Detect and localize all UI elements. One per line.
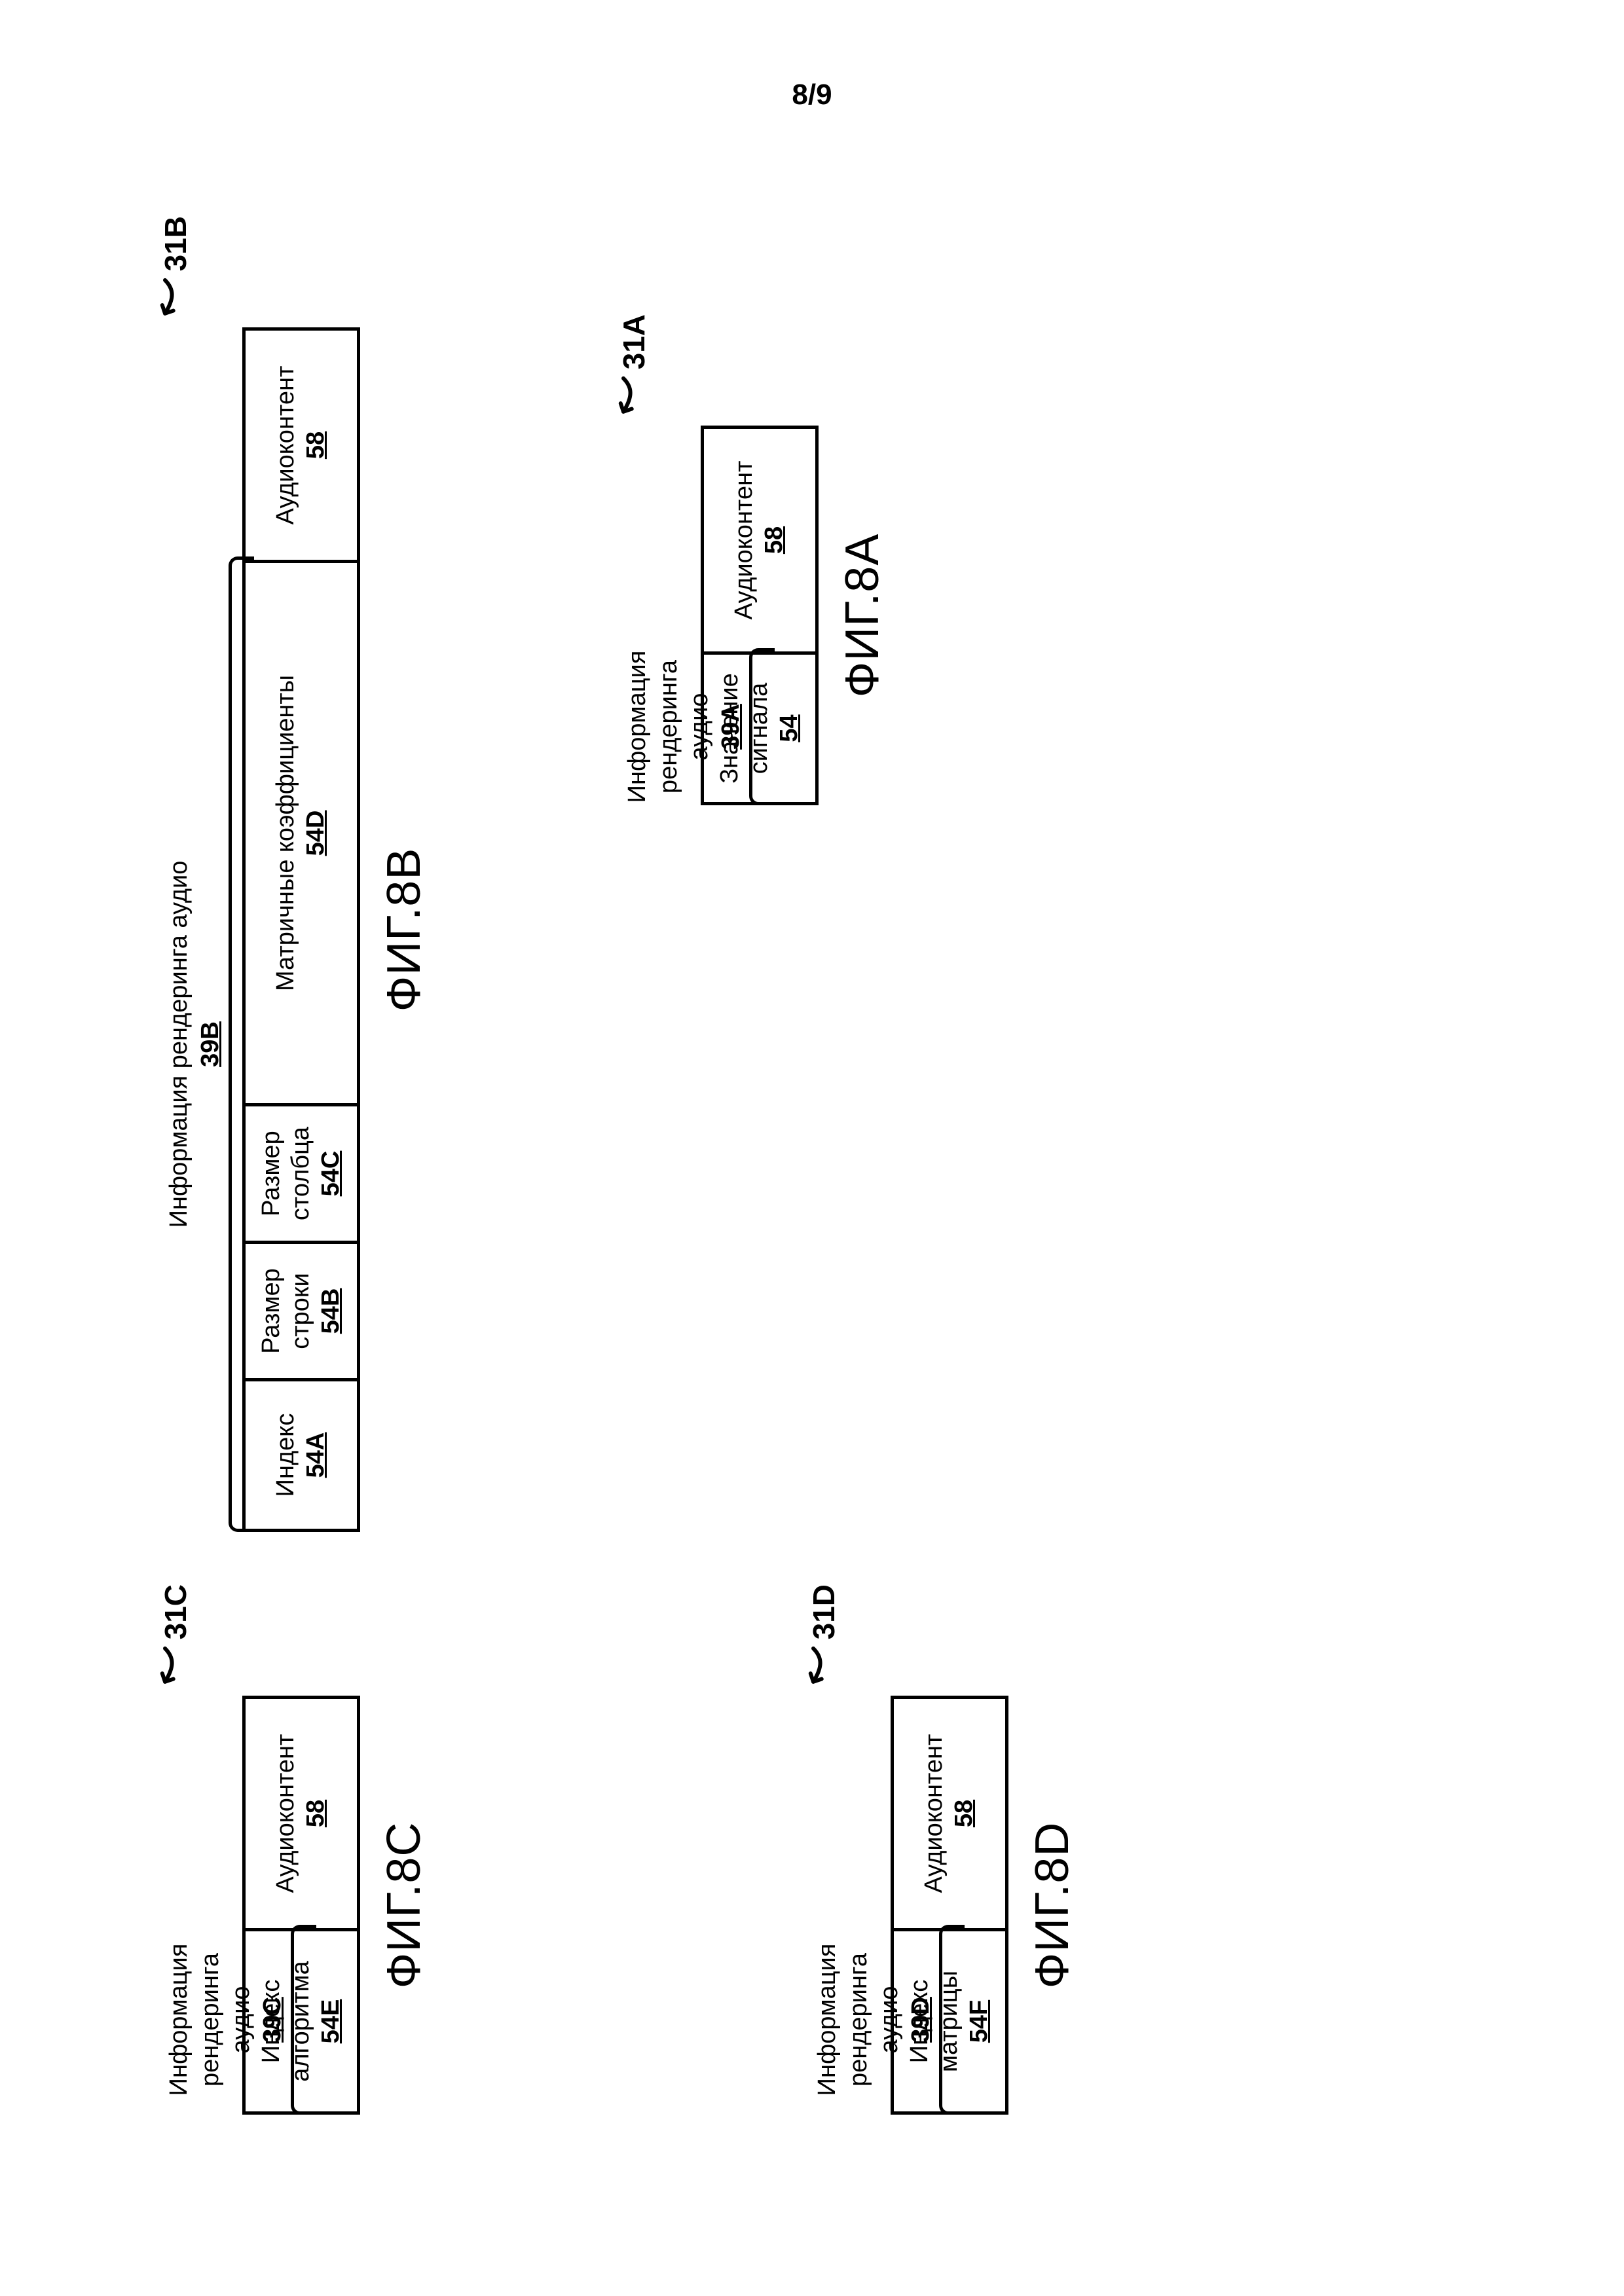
fig-8b-pointer: 31B xyxy=(144,216,193,321)
cell-ref: 58 xyxy=(301,431,331,459)
fig-8b-row: Индекс54AРазмер строки54BРазмер столбца5… xyxy=(242,327,360,1532)
cell: Аудиоконтент58 xyxy=(246,331,357,560)
fig-8a-ref: 31A xyxy=(617,314,651,369)
fig-8c-ref: 31C xyxy=(158,1584,193,1639)
cell-ref: 58 xyxy=(950,1800,980,1827)
fig-8d-bracket-group: Информация рендеринга аудио 39D xyxy=(812,1925,961,2115)
fig-8a-title: ФИГ.8A xyxy=(836,426,889,805)
cell-ref: 58 xyxy=(760,526,790,554)
cell: Размер столбца54C xyxy=(246,1103,357,1241)
cell-ref: 54E xyxy=(316,1999,346,2044)
figure-8c: 31C Информация рендеринга аудио 39C Инде… xyxy=(242,1696,431,2115)
fig-8b-bracket-label: Информация рендеринга аудио 39B xyxy=(164,556,226,1532)
cell-label: Индекс xyxy=(271,1413,301,1497)
arrow-icon xyxy=(784,1639,843,1699)
cell-ref: 54A xyxy=(301,1432,331,1478)
cell: Размер строки54B xyxy=(246,1241,357,1378)
arrow-icon xyxy=(594,369,654,429)
arrow-icon xyxy=(136,271,195,331)
cell: Аудиоконтент58 xyxy=(246,1699,357,1928)
cell-ref: 54C xyxy=(316,1151,346,1197)
cell-ref: 54B xyxy=(316,1288,346,1334)
fig-8b-bracket-group: Информация рендеринга аудио 39B xyxy=(164,556,251,1532)
bracket-icon xyxy=(229,556,251,1532)
cell-label: Размер столбца xyxy=(257,1127,316,1220)
fig-8b-ref: 31B xyxy=(158,216,193,271)
fig-8c-bracket-group: Информация рендеринга аудио 39C xyxy=(164,1925,313,2115)
cell-ref: 54F xyxy=(965,2000,995,2043)
bracket-icon xyxy=(291,1925,313,2115)
bracket-icon xyxy=(939,1925,961,2115)
cell-label: Аудиоконтент xyxy=(919,1734,950,1893)
cell: Аудиоконтент58 xyxy=(894,1699,1005,1928)
cell: Индекс54A xyxy=(246,1378,357,1529)
cell-label: Аудиоконтент xyxy=(271,1734,301,1893)
fig-8d-pointer: 31D xyxy=(792,1584,841,1690)
cell-label: Размер строки xyxy=(257,1268,316,1354)
cell-ref: 54D xyxy=(301,811,331,856)
fig-8a-pointer: 31A xyxy=(602,314,652,420)
cell: Матричные коэффициенты54D xyxy=(246,560,357,1103)
fig-8d-ref: 31D xyxy=(807,1584,841,1639)
cell-label: Аудиоконтент xyxy=(271,366,301,525)
page-number: 8/9 xyxy=(792,79,832,111)
figure-8b: 31B Информация рендеринга аудио 39B Инде… xyxy=(242,327,431,1532)
fig-8a-bracket-group: Информация рендеринга аудио 39A xyxy=(622,648,771,805)
fig-8c-title: ФИГ.8C xyxy=(377,1696,431,2115)
cell-label: Аудиоконтент xyxy=(729,461,760,620)
cell-label: Матричные коэффициенты xyxy=(271,675,301,991)
arrow-icon xyxy=(136,1639,195,1699)
cell: Аудиоконтент58 xyxy=(704,429,815,651)
bracket-icon xyxy=(749,648,771,805)
fig-8b-title: ФИГ.8B xyxy=(377,327,431,1532)
fig-8a-bracket-label: Информация рендеринга аудио 39A xyxy=(622,648,747,805)
cell-ref: 58 xyxy=(301,1800,331,1827)
figure-8a: 31A Информация рендеринга аудио 39A Знач… xyxy=(701,426,889,805)
figure-8d: 31D Информация рендеринга аудио 39D Инде… xyxy=(891,1696,1079,2115)
fig-8c-pointer: 31C xyxy=(144,1584,193,1690)
cell-ref: 54 xyxy=(775,714,805,742)
fig-8d-bracket-label: Информация рендеринга аудио 39D xyxy=(812,1925,936,2115)
fig-8d-title: ФИГ.8D xyxy=(1025,1696,1079,2115)
fig-8c-bracket-label: Информация рендеринга аудио 39C xyxy=(164,1925,288,2115)
